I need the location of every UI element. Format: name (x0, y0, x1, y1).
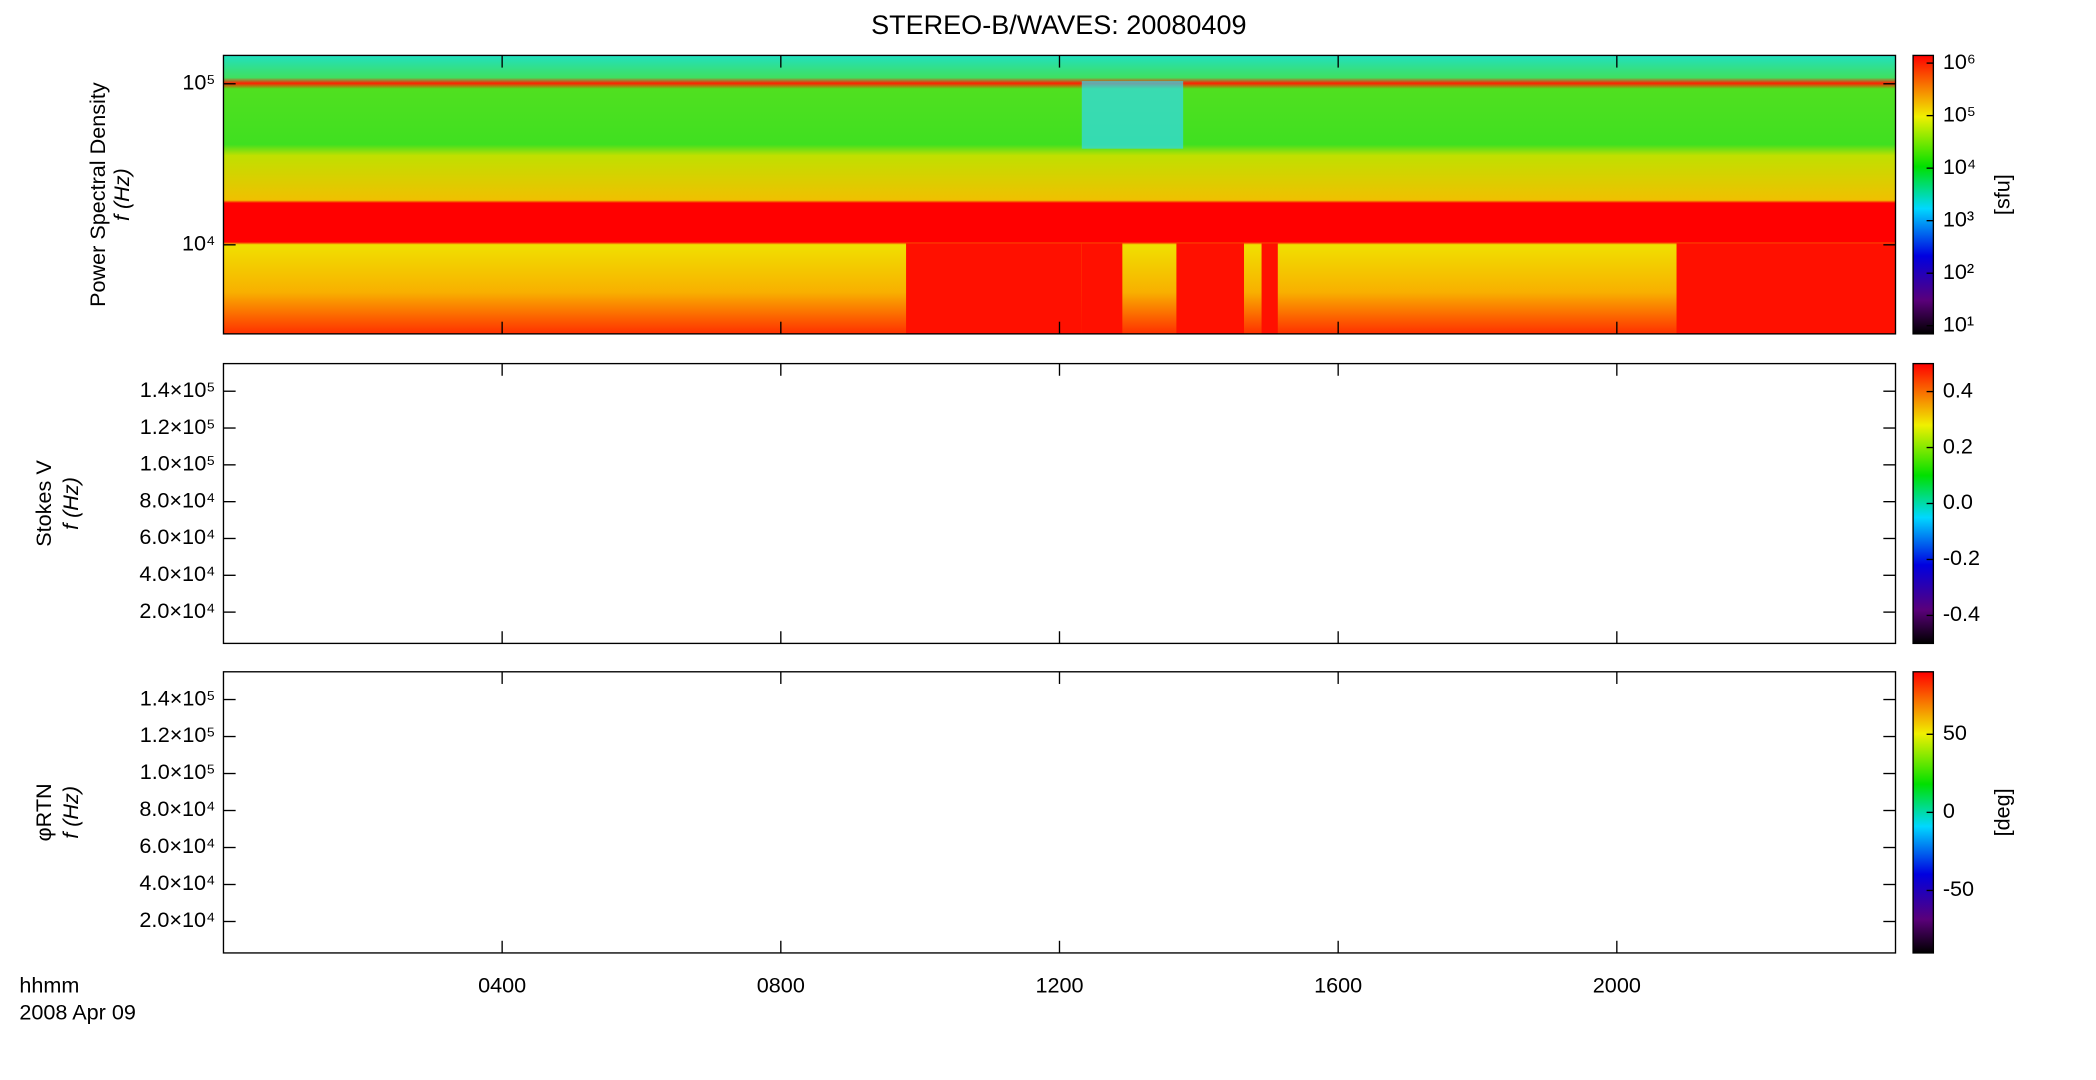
colorbar-tick-label: 0.0 (1943, 489, 1973, 514)
y-axis-label: f (Hz) (58, 477, 83, 530)
y-tick-label: 1.2×10⁵ (140, 722, 216, 747)
plot-frame (222, 362, 1897, 645)
x-axis-label: hhmm (19, 972, 79, 997)
y-tick-label: 1.4×10⁵ (140, 685, 216, 710)
colorbar-tick-label: 10⁶ (1943, 49, 1976, 74)
colorbar-tick-label: 10⁵ (1943, 101, 1976, 126)
colorbar-tick-label: 10² (1943, 259, 1974, 284)
colorbar-tick-label: 0 (1943, 798, 1955, 823)
y-tick-label: 10⁴ (182, 231, 215, 256)
y-tick-label: 4.0×10⁴ (139, 561, 215, 586)
x-tick-label: 0800 (757, 972, 805, 997)
colorbar-tick-label: -50 (1943, 876, 1974, 901)
y-tick-label: 1.4×10⁵ (140, 377, 216, 402)
colorbar-tick-label: 0.2 (1943, 433, 1973, 458)
y-tick-label: 10⁵ (182, 69, 215, 94)
colorbar-tick-label: -0.4 (1943, 601, 1980, 626)
colorbar-tick-label: 0.4 (1943, 377, 1973, 402)
x-tick-label: 1200 (1035, 972, 1083, 997)
y-tick-label: 6.0×10⁴ (139, 833, 215, 858)
colorbar (1912, 54, 1935, 335)
chart-title: STEREO-B/WAVES: 20080409 (871, 10, 1246, 40)
y-tick-label: 6.0×10⁴ (139, 524, 215, 549)
colorbar-tick-label: 50 (1943, 720, 1967, 745)
y-tick-label: 1.0×10⁵ (140, 759, 216, 784)
x-tick-label: 0400 (478, 972, 526, 997)
y-tick-label: 2.0×10⁴ (139, 907, 215, 932)
colorbar-tick-label: -0.2 (1943, 545, 1980, 570)
x-tick-label: 2000 (1593, 972, 1641, 997)
colorbar-tick-label: 10⁴ (1943, 154, 1976, 179)
colorbar-label: [sfu] (1989, 174, 2014, 215)
y-axis-label: f (Hz) (109, 168, 134, 221)
y-tick-label: 1.2×10⁵ (140, 414, 216, 439)
colorbar-label: [deg] (1989, 788, 2014, 836)
y-axis-label: φRTN (31, 783, 56, 841)
spectrogram-texture (223, 55, 1896, 334)
colorbar-tick-label: 10³ (1943, 206, 1974, 231)
y-axis-label: f (Hz) (58, 786, 83, 839)
y-axis-label: Stokes V (31, 460, 56, 547)
x-tick-label: 1600 (1314, 972, 1362, 997)
colorbar-tick-label: 10¹ (1943, 311, 1974, 336)
y-tick-label: 4.0×10⁴ (139, 870, 215, 895)
y-tick-label: 8.0×10⁴ (139, 487, 215, 512)
y-tick-label: 8.0×10⁴ (139, 796, 215, 821)
y-tick-label: 2.0×10⁴ (139, 598, 215, 623)
x-axis-label: 2008 Apr 09 (19, 999, 136, 1024)
y-axis-label: Power Spectral Density (85, 82, 110, 307)
y-tick-label: 1.0×10⁵ (140, 451, 216, 476)
plot-frame (222, 671, 1897, 954)
